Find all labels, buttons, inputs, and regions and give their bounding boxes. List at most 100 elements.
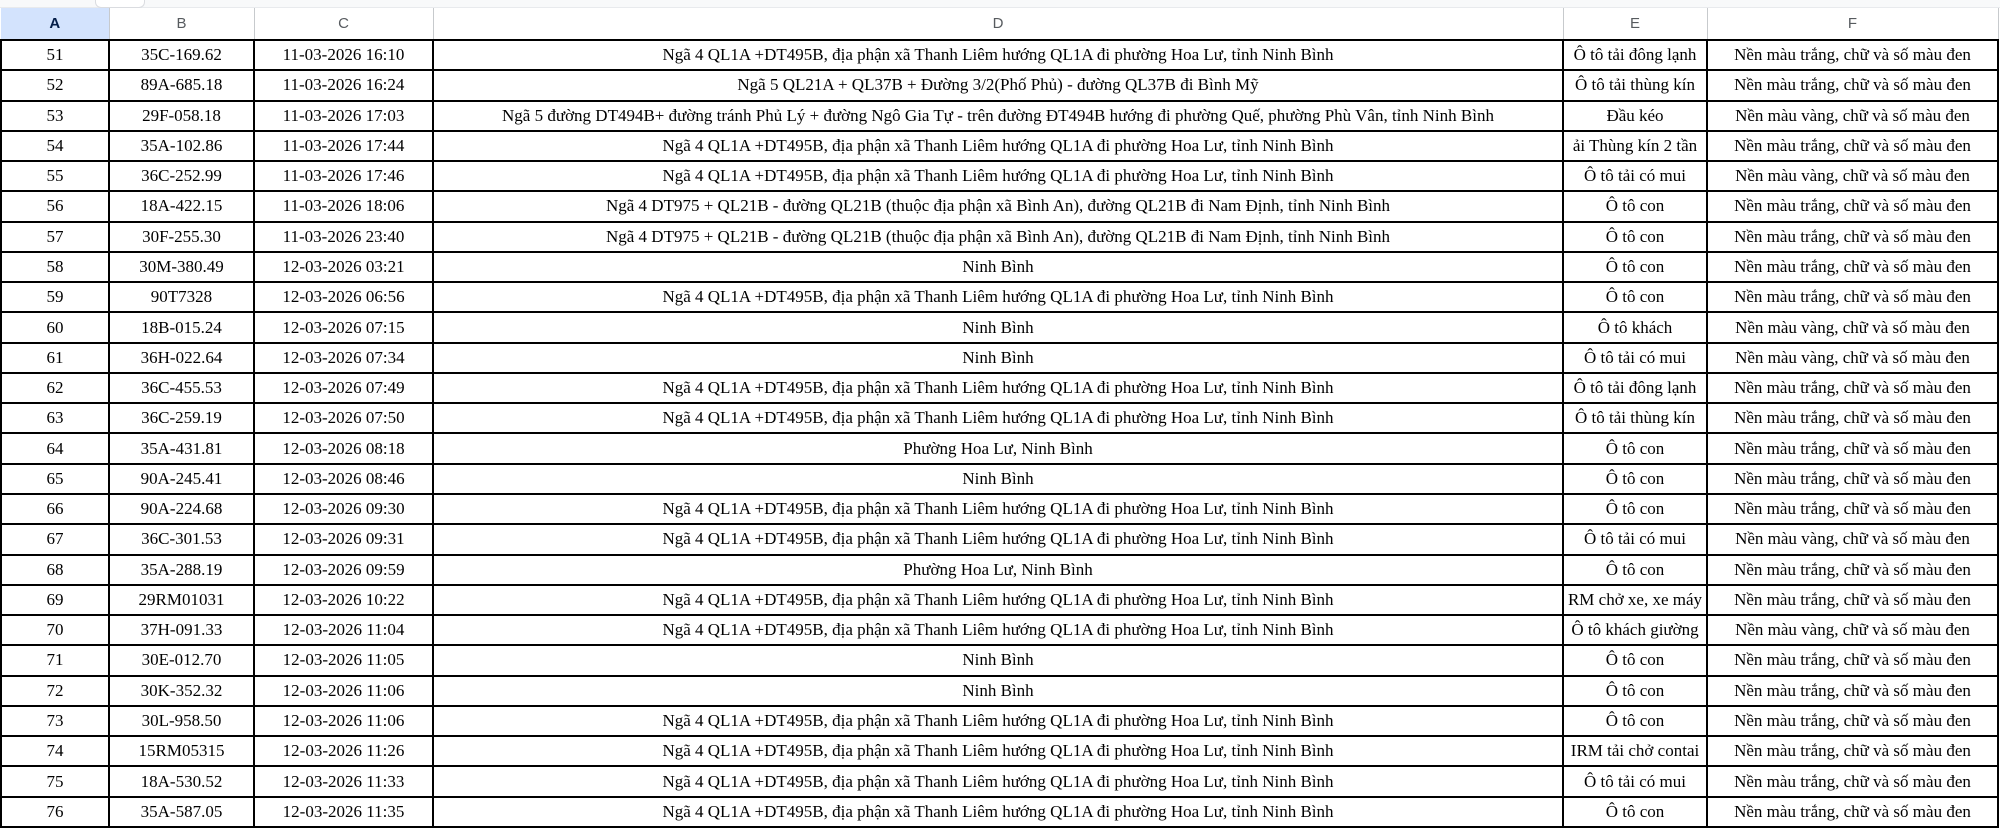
cell-plate-colors[interactable]: Nền màu trắng, chữ và số màu đen xyxy=(1706,735,1999,768)
cell-plate[interactable]: 29F-058.18 xyxy=(108,99,255,132)
cell-vehicle-type[interactable]: Ô tô con xyxy=(1562,795,1708,829)
cell-vehicle-type[interactable]: Ô tô con xyxy=(1562,704,1708,738)
cell-stt[interactable]: 59 xyxy=(0,281,110,314)
cell-stt[interactable]: 65 xyxy=(0,462,110,495)
cell-vehicle-type[interactable]: ải Thùng kín 2 tần xyxy=(1562,129,1708,163)
cell-time[interactable]: 12-03-2026 09:30 xyxy=(253,492,434,526)
cell-location[interactable]: Ngã 4 QL1A +DT495B, địa phận xã Thanh Li… xyxy=(432,492,1564,526)
column-header-e[interactable]: E xyxy=(1562,8,1708,41)
cell-vehicle-type[interactable]: Ô tô con xyxy=(1562,190,1708,223)
cell-vehicle-type[interactable]: Ô tô con xyxy=(1562,644,1708,677)
cell-plate[interactable]: 30L-958.50 xyxy=(108,704,255,738)
cell-plate-colors[interactable]: Nền màu trắng, chữ và số màu đen xyxy=(1706,38,1999,72)
cell-time[interactable]: 11-03-2026 16:10 xyxy=(253,38,434,72)
cell-plate-colors[interactable]: Nền màu trắng, chữ và số màu đen xyxy=(1706,795,1999,829)
cell-vehicle-type[interactable]: Ô tô tải có mui xyxy=(1562,341,1708,374)
cell-location[interactable]: Ngã 4 QL1A +DT495B, địa phận xã Thanh Li… xyxy=(432,523,1564,556)
cell-plate-colors[interactable]: Nền màu trắng, chữ và số màu đen xyxy=(1706,765,1999,798)
cell-location[interactable]: Ninh Bình xyxy=(432,644,1564,677)
cell-plate[interactable]: 29RM01031 xyxy=(108,583,255,617)
cell-location[interactable]: Ngã 4 QL1A +DT495B, địa phận xã Thanh Li… xyxy=(432,129,1564,163)
cell-time[interactable]: 11-03-2026 16:24 xyxy=(253,69,434,102)
cell-plate[interactable]: 36C-259.19 xyxy=(108,402,255,435)
cell-plate[interactable]: 30F-255.30 xyxy=(108,220,255,253)
cell-time[interactable]: 12-03-2026 07:34 xyxy=(253,341,434,374)
cell-plate-colors[interactable]: Nền màu vàng, chữ và số màu đen xyxy=(1706,614,1999,647)
cell-plate-colors[interactable]: Nền màu trắng, chữ và số màu đen xyxy=(1706,432,1999,465)
cell-plate-colors[interactable]: Nền màu trắng, chữ và số màu đen xyxy=(1706,674,1999,707)
cell-vehicle-type[interactable]: Ô tô con xyxy=(1562,281,1708,314)
cell-vehicle-type[interactable]: Ô tô con xyxy=(1562,432,1708,465)
cell-time[interactable]: 12-03-2026 11:06 xyxy=(253,674,434,707)
cell-stt[interactable]: 64 xyxy=(0,432,110,465)
cell-location[interactable]: Phường Hoa Lư, Ninh Bình xyxy=(432,553,1564,586)
cell-location[interactable]: Ninh Bình xyxy=(432,341,1564,374)
cell-time[interactable]: 12-03-2026 09:31 xyxy=(253,523,434,556)
cell-plate-colors[interactable]: Nền màu vàng, chữ và số màu đen xyxy=(1706,311,1999,344)
cell-vehicle-type[interactable]: Ô tô con xyxy=(1562,250,1708,284)
cell-plate-colors[interactable]: Nền màu vàng, chữ và số màu đen xyxy=(1706,341,1999,374)
cell-plate[interactable]: 90T7328 xyxy=(108,281,255,314)
cell-stt[interactable]: 58 xyxy=(0,250,110,284)
cell-time[interactable]: 12-03-2026 11:04 xyxy=(253,614,434,647)
cell-plate-colors[interactable]: Nền màu trắng, chữ và số màu đen xyxy=(1706,69,1999,102)
cell-stt[interactable]: 55 xyxy=(0,160,110,193)
column-header-b[interactable]: B xyxy=(108,8,255,41)
cell-vehicle-type[interactable]: Ô tô khách giường xyxy=(1562,614,1708,647)
cell-plate[interactable]: 35A-587.05 xyxy=(108,795,255,829)
cell-location[interactable]: Ngã 4 QL1A +DT495B, địa phận xã Thanh Li… xyxy=(432,583,1564,617)
cell-stt[interactable]: 74 xyxy=(0,735,110,768)
cell-location[interactable]: Ninh Bình xyxy=(432,250,1564,284)
cell-location[interactable]: Ngã 4 QL1A +DT495B, địa phận xã Thanh Li… xyxy=(432,614,1564,647)
cell-plate-colors[interactable]: Nền màu trắng, chữ và số màu đen xyxy=(1706,220,1999,253)
cell-vehicle-type[interactable]: Ô tô tải thùng kín xyxy=(1562,402,1708,435)
cell-location[interactable]: Ngã 4 QL1A +DT495B, địa phận xã Thanh Li… xyxy=(432,795,1564,829)
cell-plate[interactable]: 35C-169.62 xyxy=(108,38,255,72)
cell-time[interactable]: 12-03-2026 08:18 xyxy=(253,432,434,465)
cell-stt[interactable]: 72 xyxy=(0,674,110,707)
cell-stt[interactable]: 73 xyxy=(0,704,110,738)
cell-plate[interactable]: 35A-102.86 xyxy=(108,129,255,163)
cell-time[interactable]: 12-03-2026 11:06 xyxy=(253,704,434,738)
cell-plate-colors[interactable]: Nền màu trắng, chữ và số màu đen xyxy=(1706,250,1999,284)
cell-vehicle-type[interactable]: Ô tô con xyxy=(1562,220,1708,253)
cell-plate[interactable]: 90A-224.68 xyxy=(108,492,255,526)
cell-location[interactable]: Ngã 4 DT975 + QL21B - đường QL21B (thuộc… xyxy=(432,220,1564,253)
cell-stt[interactable]: 60 xyxy=(0,311,110,344)
cell-plate[interactable]: 35A-431.81 xyxy=(108,432,255,465)
cell-vehicle-type[interactable]: Ô tô tải đông lạnh xyxy=(1562,38,1708,72)
cell-stt[interactable]: 70 xyxy=(0,614,110,647)
cell-plate[interactable]: 15RM05315 xyxy=(108,735,255,768)
cell-plate[interactable]: 36H-022.64 xyxy=(108,341,255,374)
cell-time[interactable]: 12-03-2026 07:50 xyxy=(253,402,434,435)
cell-time[interactable]: 11-03-2026 17:44 xyxy=(253,129,434,163)
cell-stt[interactable]: 76 xyxy=(0,795,110,829)
cell-stt[interactable]: 52 xyxy=(0,69,110,102)
cell-time[interactable]: 11-03-2026 17:03 xyxy=(253,99,434,132)
cell-time[interactable]: 12-03-2026 07:15 xyxy=(253,311,434,344)
cell-vehicle-type[interactable]: Ô tô con xyxy=(1562,674,1708,707)
cell-location[interactable]: Ngã 4 QL1A +DT495B, địa phận xã Thanh Li… xyxy=(432,765,1564,798)
cell-location[interactable]: Ninh Bình xyxy=(432,674,1564,707)
cell-location[interactable]: Ngã 4 QL1A +DT495B, địa phận xã Thanh Li… xyxy=(432,38,1564,72)
cell-plate[interactable]: 36C-252.99 xyxy=(108,160,255,193)
cell-stt[interactable]: 51 xyxy=(0,38,110,72)
column-header-a[interactable]: A xyxy=(1,8,110,41)
cell-location[interactable]: Ngã 4 QL1A +DT495B, địa phận xã Thanh Li… xyxy=(432,704,1564,738)
cell-time[interactable]: 11-03-2026 18:06 xyxy=(253,190,434,223)
cell-location[interactable]: Ngã 5 QL21A + QL37B + Đường 3/2(Phố Phủ)… xyxy=(432,69,1564,102)
cell-vehicle-type[interactable]: RM chở xe, xe máy xyxy=(1562,583,1708,617)
cell-time[interactable]: 12-03-2026 11:33 xyxy=(253,765,434,798)
cell-stt[interactable]: 71 xyxy=(0,644,110,677)
cell-plate[interactable]: 36C-301.53 xyxy=(108,523,255,556)
cell-stt[interactable]: 53 xyxy=(0,99,110,132)
cell-time[interactable]: 12-03-2026 08:46 xyxy=(253,462,434,495)
cell-plate[interactable]: 89A-685.18 xyxy=(108,69,255,102)
cell-vehicle-type[interactable]: Ô tô tải có mui xyxy=(1562,523,1708,556)
cell-time[interactable]: 12-03-2026 11:05 xyxy=(253,644,434,677)
cell-plate[interactable]: 35A-288.19 xyxy=(108,553,255,586)
cell-plate-colors[interactable]: Nền màu trắng, chữ và số màu đen xyxy=(1706,644,1999,677)
cell-plate[interactable]: 30E-012.70 xyxy=(108,644,255,677)
cell-location[interactable]: Ngã 4 QL1A +DT495B, địa phận xã Thanh Li… xyxy=(432,735,1564,768)
cell-plate-colors[interactable]: Nền màu trắng, chữ và số màu đen xyxy=(1706,492,1999,526)
